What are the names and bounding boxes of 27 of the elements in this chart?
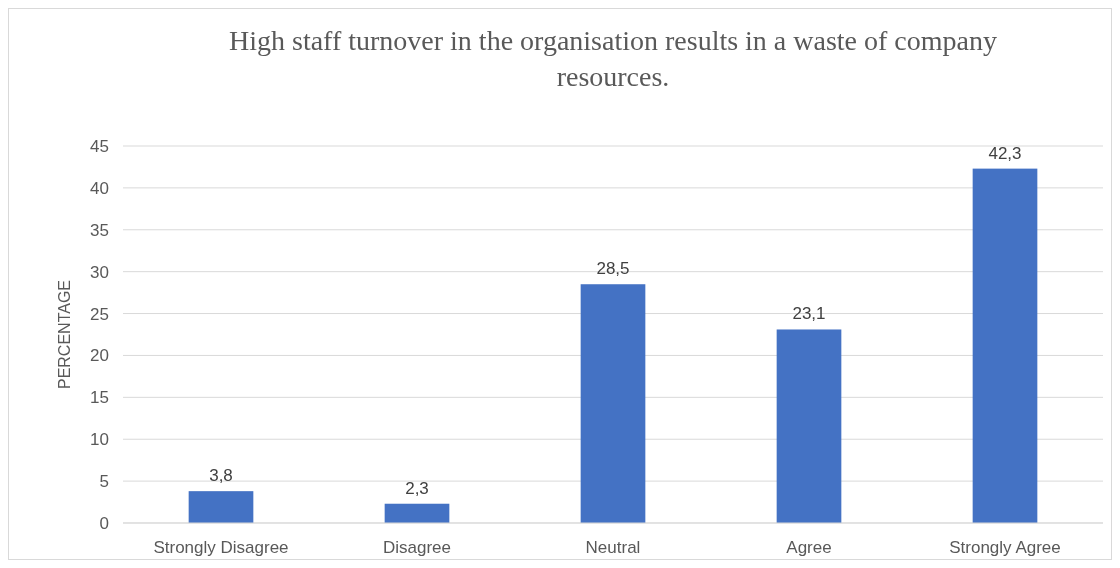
y-axis-title: PERCENTAGE bbox=[56, 279, 73, 390]
x-tick-label: Strongly Agree bbox=[949, 538, 1061, 557]
bar bbox=[384, 503, 450, 523]
bar bbox=[776, 329, 842, 523]
data-label: 2,3 bbox=[405, 478, 429, 498]
data-label: 42,3 bbox=[988, 143, 1022, 163]
y-tick-label: 0 bbox=[99, 513, 109, 533]
x-tick-label: Agree bbox=[786, 538, 832, 557]
bar bbox=[580, 284, 646, 523]
y-tick-label: 30 bbox=[90, 262, 109, 282]
x-tick-label: Strongly Disagree bbox=[153, 538, 289, 557]
y-tick-label: 25 bbox=[90, 304, 109, 324]
y-tick-label: 45 bbox=[90, 136, 109, 156]
data-label: 3,8 bbox=[209, 466, 233, 486]
data-label: 23,1 bbox=[792, 304, 826, 324]
y-tick-label: 5 bbox=[99, 472, 109, 492]
bar bbox=[972, 168, 1038, 523]
x-tick-label: Disagree bbox=[382, 538, 452, 557]
chart-title: High staff turnover in the organisation results in a waste of company resources. bbox=[228, 25, 998, 92]
y-tick-label: 35 bbox=[90, 220, 109, 240]
y-tick-label: 20 bbox=[90, 346, 109, 366]
x-tick-label: Neutral bbox=[585, 538, 641, 557]
y-tick-label: 15 bbox=[90, 388, 109, 408]
data-label: 28,5 bbox=[596, 259, 630, 279]
y-tick-label: 40 bbox=[90, 178, 109, 198]
y-tick-label: 10 bbox=[90, 430, 109, 450]
bar bbox=[188, 491, 254, 523]
